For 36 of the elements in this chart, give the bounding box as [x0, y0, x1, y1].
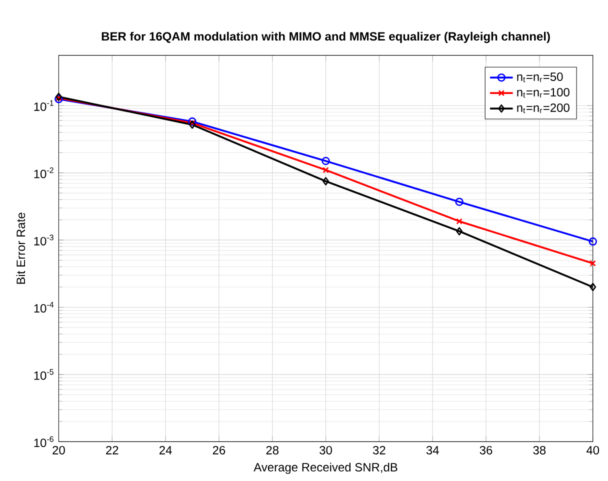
x-tick-label: 22: [106, 446, 118, 454]
x-tick-label: 24: [159, 446, 172, 454]
x-tick-label: 28: [266, 446, 279, 454]
y-tick-label: 10$^{-4}$: [34, 302, 54, 312]
x-tick-label: 40: [586, 446, 600, 454]
point: [322, 176, 330, 186]
point: [588, 237, 597, 246]
y-tick-label: 10$^{-2}$: [34, 167, 54, 178]
x-tick-label: 30: [320, 446, 332, 454]
legend-label: n$_{t}$=n$_{r}$=200: [517, 103, 570, 113]
point: [590, 282, 596, 291]
point: [55, 92, 62, 101]
point: [455, 197, 464, 206]
y-tick-label: 10$^{-1}$: [34, 100, 54, 111]
legend-label: n$_{t}$=n$_{r}$=50: [517, 72, 563, 82]
point: [322, 166, 329, 173]
y-tick-label: 10$^{-6}$: [34, 436, 54, 447]
x-tick-label: 36: [480, 446, 492, 454]
y-tick-label: 10$^{-5}$: [34, 368, 54, 380]
point: [189, 120, 196, 126]
y-axis-title: Bit Error Rate: [16, 212, 26, 284]
x-tick-label: 20: [52, 446, 65, 454]
chart-title: BER for 16QAM modulation with MIMO and MMSE equalizer (Rayleigh channel): [102, 32, 550, 43]
point: [322, 156, 330, 165]
point: [590, 260, 596, 266]
x-axis-title: Average Received SNR,dB: [254, 462, 398, 474]
x-tick-label: 26: [212, 446, 226, 454]
x-tick-label: 38: [533, 446, 546, 454]
point: [188, 120, 196, 129]
x-tick-label: 34: [426, 446, 439, 454]
point: [456, 218, 462, 224]
x-tick-label: 32: [372, 446, 386, 454]
point: [188, 117, 196, 126]
y-tick-label: 10$^{-3}$: [34, 234, 54, 246]
point: [456, 226, 463, 236]
legend-label: n$_{t}$=n$_{r}$=100: [517, 88, 570, 98]
